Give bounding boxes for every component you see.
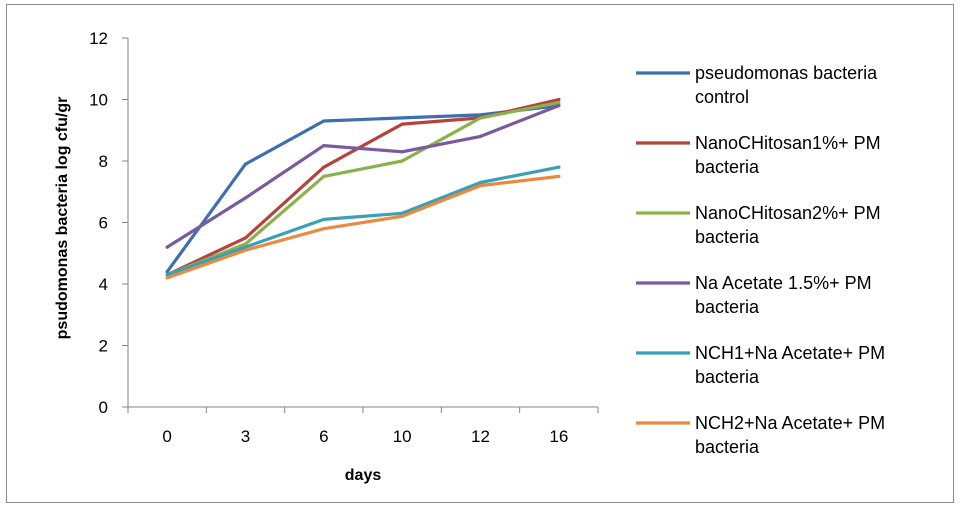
legend-label: bacteria <box>695 437 760 457</box>
series-line-5 <box>165 165 561 277</box>
legend-label: bacteria <box>695 297 760 317</box>
series-line-6 <box>165 174 561 280</box>
chart-frame <box>6 4 954 503</box>
data-point <box>243 236 248 240</box>
data-point <box>165 270 169 274</box>
legend-label: NanoCHitosan2%+ PM <box>695 203 881 223</box>
data-point <box>243 196 248 200</box>
data-point <box>322 227 326 231</box>
x-tick-label: 3 <box>241 427 250 446</box>
data-point <box>322 119 326 123</box>
data-point <box>400 211 404 215</box>
legend-label: bacteria <box>695 227 760 247</box>
series-line-2 <box>165 97 561 277</box>
data-point <box>557 174 561 178</box>
data-point <box>557 165 561 169</box>
y-axis-title: psudomonas bacteria log cfu/gr <box>54 97 71 340</box>
data-point <box>478 180 483 185</box>
data-point <box>165 273 169 277</box>
legend-label: pseudomonas bacteria <box>695 63 878 83</box>
y-tick-label: 4 <box>99 275 108 294</box>
data-point <box>478 184 483 188</box>
y-tick-label: 2 <box>99 337 108 356</box>
data-point <box>243 162 248 166</box>
data-point <box>557 97 561 102</box>
chart-legend: pseudomonas bacteria control NanoCHitosan1… <box>636 63 885 457</box>
data-point <box>165 276 169 280</box>
data-point <box>400 159 404 163</box>
data-point <box>478 113 483 117</box>
data-point <box>322 217 326 222</box>
data-point <box>243 248 248 252</box>
data-point <box>243 245 248 249</box>
x-tick-label: 12 <box>471 427 490 446</box>
x-tick-label: 16 <box>549 427 568 446</box>
chart-axes: 0 2 4 6 8 10 12 0 3 6 10 12 16 <box>89 29 599 446</box>
legend-label: NCH2+Na Acetate+ PM <box>695 413 885 433</box>
legend-label: bacteria <box>695 367 760 387</box>
data-point <box>400 122 404 126</box>
x-tick-label: 6 <box>319 427 328 446</box>
series-line-4 <box>165 103 561 249</box>
data-point <box>400 214 404 218</box>
data-point <box>322 165 326 169</box>
legend-label: NCH1+Na Acetate+ PM <box>695 343 885 363</box>
data-point <box>243 242 248 246</box>
x-tick-label: 10 <box>393 427 412 446</box>
data-point <box>400 116 404 120</box>
legend-label: bacteria <box>695 157 760 177</box>
y-tick-label: 8 <box>99 152 108 171</box>
y-tick-label: 0 <box>99 398 108 417</box>
x-axis-title: days <box>345 467 382 484</box>
series-line-3 <box>165 100 561 277</box>
y-tick-label: 6 <box>99 214 108 233</box>
data-point <box>478 116 483 120</box>
legend-label: Na Acetate 1.5%+ PM <box>695 273 872 293</box>
data-point <box>557 100 561 105</box>
data-point <box>322 144 326 148</box>
data-point <box>165 245 169 249</box>
series-lines <box>165 97 561 280</box>
data-point <box>400 150 404 154</box>
y-tick-label: 12 <box>89 29 108 48</box>
legend-label: NanoCHitosan1%+ PM <box>695 133 881 153</box>
data-point <box>322 174 326 178</box>
y-tick-label: 10 <box>89 91 108 110</box>
data-point <box>557 104 561 108</box>
data-point <box>478 134 483 138</box>
legend-label: control <box>695 87 749 107</box>
x-tick-label: 0 <box>162 427 171 446</box>
